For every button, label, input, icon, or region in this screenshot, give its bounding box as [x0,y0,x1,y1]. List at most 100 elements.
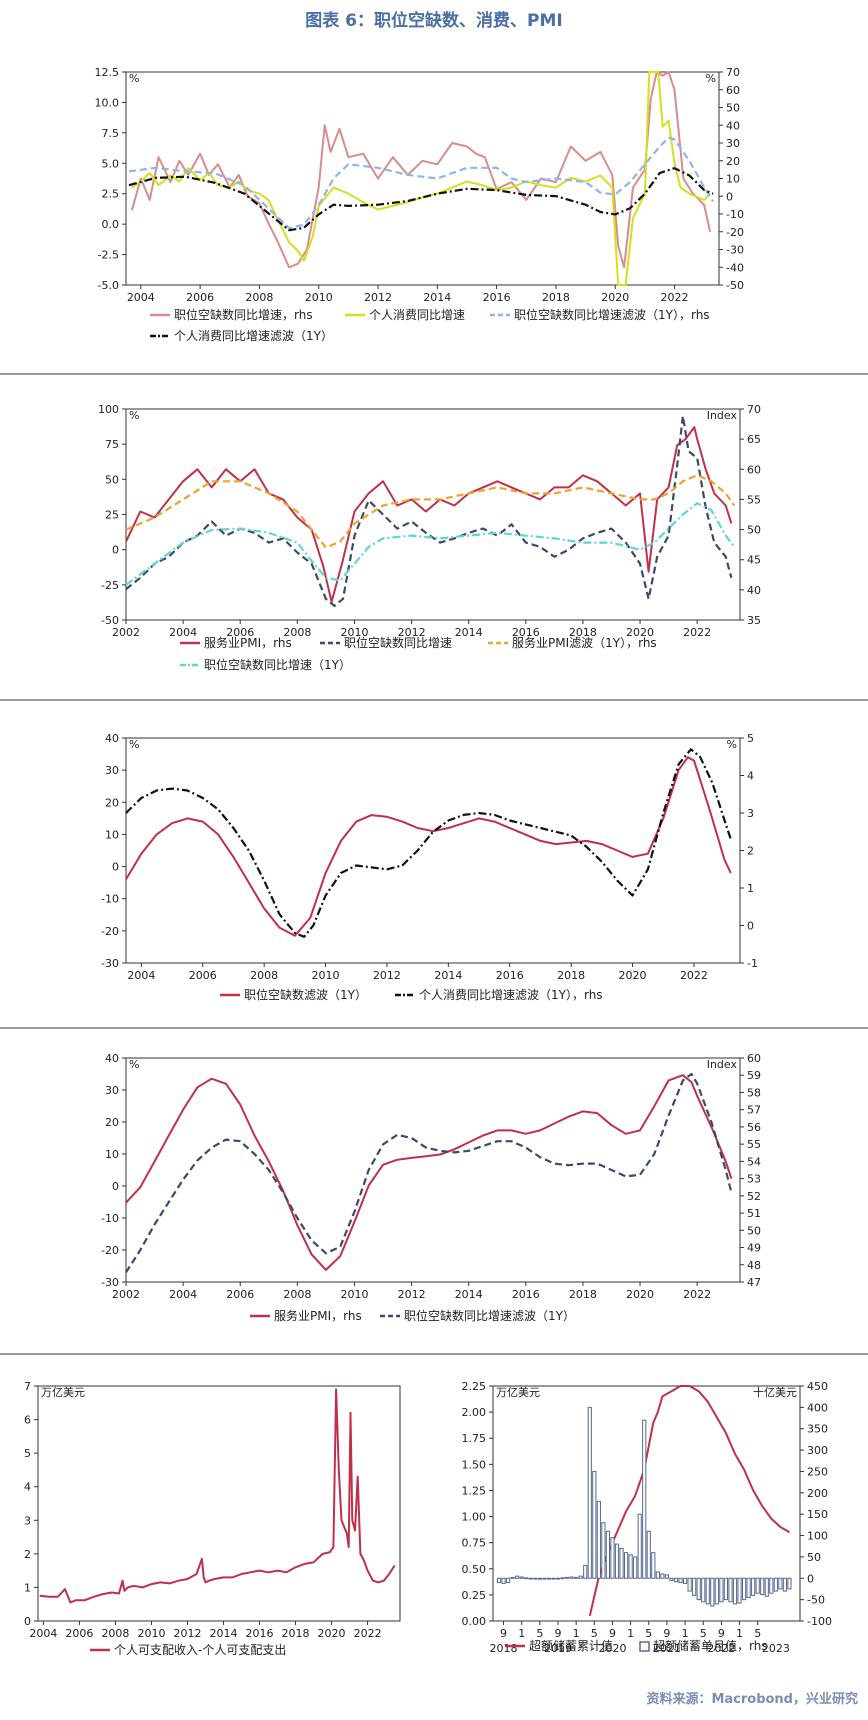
chart6-x-tick-label: 5 [754,1627,761,1640]
chart6-plot-frame [492,1385,801,1622]
chart1-left-tick-label: -5.0 [98,279,119,292]
chart6-left-tick-label: 1.25 [462,1484,487,1497]
chart5-left-tick-label: 1 [24,1581,31,1594]
chart5-x-tick-label: 2008 [101,1627,129,1640]
chart4-x-tick-label: 2022 [683,1288,711,1301]
chart6-bar [574,1576,579,1579]
chart1-right-tick-label: 0 [726,190,733,203]
chart1-right-tick-label: 10 [726,173,740,186]
chart6-right-tick-label: 50 [807,1551,821,1564]
chart2-right-tick-label: 45 [747,554,761,567]
chart1-x-tick-label: 2020 [601,291,629,304]
chart4-x-tick-label: 2002 [112,1288,140,1301]
chart2-legend-label: 职位空缺数同比增速（1Y） [204,657,351,672]
chart4-right-tick-label: 60 [747,1052,761,1065]
chart6-bar [623,1552,629,1579]
chart6-bar [605,1530,611,1579]
chart6-bar [542,1577,547,1580]
chart2-series-1-line [125,426,733,603]
chart2-plot-frame [125,408,741,621]
chart3-left-tick-label: 40 [105,732,119,745]
chart4-left-tick-label: -30 [101,1276,119,1289]
chart6-legend-swatch [639,1641,650,1652]
chart3-right-tick-label: -1 [747,957,758,970]
chart3-x-tick-label: 2016 [496,969,524,982]
chart4-right-tick-label: 54 [747,1155,761,1168]
chart6-right-tick-label: 250 [807,1465,828,1478]
chart5-x-tick-label: 2020 [318,1627,346,1640]
chart6-bar [505,1577,511,1584]
chart2-legend-label: 职位空缺数同比增速 [344,635,452,650]
chart3-series-1-line [125,756,732,937]
chart6-x-tick-label: 9 [609,1627,616,1640]
chart6-bar [723,1577,729,1601]
chart1-left-tick-label: 5.0 [102,157,120,170]
chart4-x-tick-label: 2020 [626,1288,654,1301]
chart3-x-tick-label: 2006 [189,969,217,982]
chart3-left-tick-label: -30 [101,957,119,970]
chart6-bar [510,1576,515,1579]
chart5-left-tick-label: 4 [24,1481,31,1494]
chart6-bar [751,1577,756,1596]
chart4-right-tick-label: 57 [747,1104,761,1117]
chart6-bar [596,1500,601,1579]
chart1-legend-label: 个人消费同比增速 [369,308,465,322]
chart1-legend-label: 职位空缺数同比增速滤波（1Y），rhs [514,307,710,322]
chart6-bar [787,1577,792,1590]
chart5-x-tick-label: 2006 [65,1627,93,1640]
chart2-x-tick-label: 2014 [455,626,483,639]
chart6-x-tick-label: 1 [518,1627,525,1640]
chart1-series-2-line [131,71,711,286]
chart2-right-tick-label: 60 [747,463,761,476]
chart2-left-tick-label: 25 [105,509,119,522]
chart1-x-tick-label: 2004 [127,291,155,304]
chart6-bar [496,1577,502,1584]
chart5-plot-frame [37,1385,401,1622]
chart2-x-tick-label: 2016 [512,626,540,639]
chart5-left-tick-label: 7 [24,1380,31,1393]
chart6-bar [746,1577,751,1598]
chart6-bar [705,1577,710,1605]
chart5-left-tick-label: 2 [24,1548,31,1561]
chart3-left-tick-label: 30 [105,764,119,777]
chart1-legend-label: 职位空缺数同比增速，rhs [174,307,313,322]
chart1-right-tick-label: 30 [726,137,740,150]
chart5-x-tick-label: 2018 [282,1627,310,1640]
chart3-right-tick-label: 1 [747,882,754,895]
chart6-x-tick-label: 1 [736,1627,743,1640]
chart2-x-tick-label: 2002 [112,626,140,639]
chart5-x-tick-label: 2022 [354,1627,382,1640]
chart1-left-tick-label: 7.5 [102,127,120,140]
chart2-right-tick-label: 55 [747,493,761,506]
chart6-left-tick-label: 1.75 [462,1432,487,1445]
chart6-bar [546,1577,552,1580]
chart1-right-tick-label: 70 [726,66,740,79]
chart1-x-tick-label: 2006 [186,291,214,304]
chart6-bar [537,1577,542,1580]
chart4-series-1-line [125,1074,733,1271]
chart1-right-tick-label: 50 [726,102,740,115]
chart6-right-tick-label: 400 [807,1401,828,1414]
chart4-right-tick-label: 55 [747,1138,761,1151]
chart5-x-tick-label: 2004 [29,1627,57,1640]
chart1-x-tick-label: 2012 [364,291,392,304]
chart1-right-tick-label: 40 [726,119,740,132]
chart4-plot-frame [125,1057,741,1283]
chart6-bar [664,1574,670,1579]
chart3-right-tick-label: 3 [747,807,754,820]
chart4-x-tick-label: 2008 [283,1288,311,1301]
chart6-legend-label: 超额储蓄累计值 [529,1638,613,1653]
chart6-bar [515,1575,520,1579]
chart1-series-1-line [130,71,712,269]
chart2-left-tick-label: 100 [98,403,119,416]
chart6-x-year-label: 2022 [707,1642,735,1655]
chart4-right-tick-label: 51 [747,1207,761,1220]
chart2-right-tick-label: 35 [747,614,761,627]
chart6-right-tick-label: 450 [807,1380,828,1393]
chart4-x-tick-label: 2014 [455,1288,483,1301]
chart3-left-tick-label: -20 [101,925,119,938]
chart3-left-tick-label: 10 [105,828,119,841]
chart4-x-tick-label: 2016 [512,1288,540,1301]
chart4-legend-label: 职位空缺数同比增速滤波（1Y） [404,1308,575,1323]
chart2-right-tick-label: 65 [747,433,761,446]
